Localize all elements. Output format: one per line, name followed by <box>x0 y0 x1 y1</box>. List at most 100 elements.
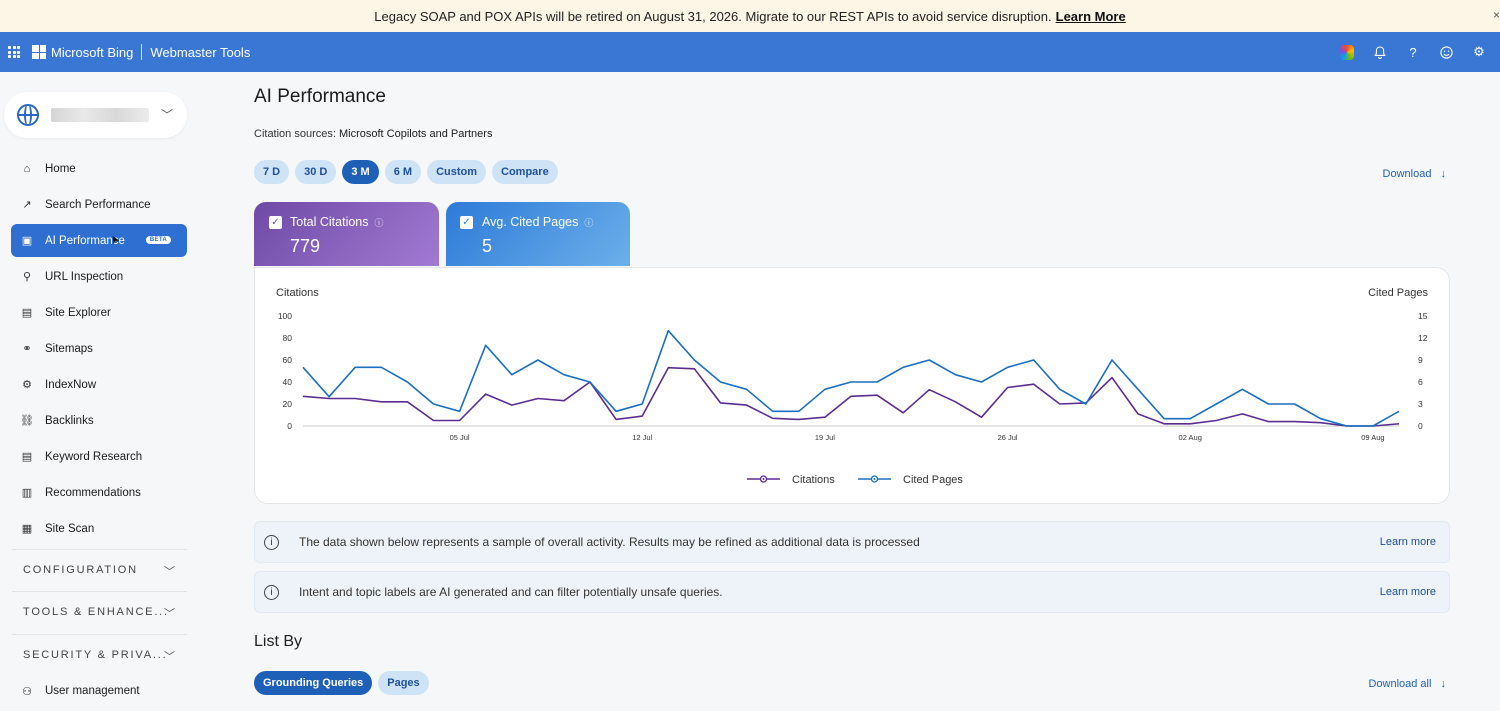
info-icon[interactable]: ⓘ <box>584 218 594 228</box>
line-chart[interactable]: 0 20 40 60 80 100 0 3 6 9 12 15 05 Jul 12 Jul 19 Jul 26… <box>255 268 1449 503</box>
info-icon[interactable]: ⓘ <box>374 218 384 228</box>
retirement-banner: Legacy SOAP and POX APIs will be retired… <box>0 0 1500 32</box>
y2-tick-label: 3 <box>1418 399 1423 409</box>
link-icon: ⛓ <box>20 415 34 427</box>
copilot-icon[interactable] <box>1340 44 1354 60</box>
y-tick-label: 0 <box>287 421 292 431</box>
notice-text: Intent and topic labels are AI generated… <box>299 585 723 599</box>
list-by-heading: List By <box>254 633 303 650</box>
y2-tick-label: 15 <box>1418 311 1428 321</box>
sidebar-item-label: Keyword Research <box>45 450 143 463</box>
y2-tick-label: 0 <box>1418 421 1423 431</box>
sidebar-item-label: Sitemaps <box>45 342 93 355</box>
sidebar-item-label: Site Scan <box>45 522 95 535</box>
series-line-citations[interactable] <box>302 366 1400 427</box>
help-icon[interactable]: ? <box>1409 44 1417 60</box>
sidebar-item-label: Search Performance <box>45 198 151 211</box>
x-tick-label: 05 Jul <box>450 433 470 442</box>
range-custom[interactable]: Custom <box>427 160 487 184</box>
sidebar-item-indexnow[interactable]: ⚙ IndexNow <box>11 368 187 401</box>
chart-card: Citations Cited Pages 0 20 40 60 80 100 0 3 6 9 12… <box>254 267 1450 504</box>
banner-close-icon[interactable]: × <box>1492 8 1500 22</box>
learn-more-link[interactable]: Learn more <box>1379 536 1436 548</box>
user-icon: ⚇ <box>22 685 32 698</box>
range-7-d[interactable]: 7 D <box>254 160 290 184</box>
kpi-value: 779 <box>290 236 321 256</box>
y-tick-label: 60 <box>283 355 293 365</box>
sidebar-item-site-explorer[interactable]: ▤ Site Explorer <box>11 296 187 329</box>
scan-icon: ▦ <box>21 523 33 535</box>
range-6-m[interactable]: 6 M <box>384 160 422 184</box>
sidebar-item-url-inspection[interactable]: ⚲ URL Inspection <box>11 260 187 293</box>
y-tick-label: 80 <box>283 333 293 343</box>
section-security-privacy[interactable]: SECURITY & PRIVA... ﹀ <box>12 634 187 675</box>
sidebar-item-home[interactable]: ⌂ Home <box>11 152 187 185</box>
section-configuration[interactable]: CONFIGURATION ﹀ <box>12 549 187 590</box>
chevron-down-icon[interactable]: ﹀ <box>164 651 175 663</box>
legend-label[interactable]: Cited Pages <box>903 474 963 486</box>
chevron-down-icon[interactable]: ﹀ <box>164 566 175 578</box>
sitemap-icon: ⚭ <box>22 343 32 355</box>
checkbox-checked-icon[interactable]: ✓ <box>269 216 282 229</box>
sidebar-item-backlinks[interactable]: ⛓ Backlinks <box>11 404 187 437</box>
sidebar-item-recommendations[interactable]: ▥ Recommendations <box>11 476 187 509</box>
sidebar-item-keyword-research[interactable]: ▤ Keyword Research <box>11 440 187 473</box>
chevron-down-icon[interactable]: ﹀ <box>164 608 175 620</box>
learn-more-link[interactable]: Learn more <box>1379 586 1436 598</box>
range-3-m[interactable]: 3 M <box>342 160 379 184</box>
brand-name[interactable]: Microsoft Bing <box>51 44 134 60</box>
banner-learn-more-link[interactable]: Learn More <box>1055 8 1126 24</box>
x-tick-label: 09 Aug <box>1361 433 1384 442</box>
x-tick-label: 02 Aug <box>1179 433 1202 442</box>
download-all-button[interactable]: Download all ↓ <box>1368 678 1446 690</box>
section-label: CONFIGURATION <box>23 564 138 576</box>
product-name[interactable]: Webmaster Tools <box>150 44 251 60</box>
app-launcher-icon[interactable] <box>8 46 20 58</box>
checkbox-checked-icon[interactable]: ✓ <box>460 216 473 229</box>
section-label: SECURITY & PRIVA... <box>23 649 168 661</box>
gear-icon[interactable]: ⚙ <box>1473 44 1485 59</box>
sidebar-item-search-performance[interactable]: ↗ Search Performance <box>11 188 187 221</box>
kpi-avg-cited-pages[interactable]: ✓ Avg. Cited Pages ⓘ 5 <box>446 202 630 266</box>
site-picker[interactable]: ﹀ <box>4 92 187 138</box>
citation-sources: Citation sources: Microsoft Copilots and… <box>254 128 492 140</box>
legend-label[interactable]: Citations <box>792 474 835 486</box>
y-tick-label: 100 <box>278 311 292 321</box>
home-icon: ⌂ <box>23 162 31 175</box>
y2-tick-label: 6 <box>1418 377 1423 387</box>
sidebar-item-label: Recommendations <box>45 486 141 499</box>
list-by-tabs: Grounding Queries Pages <box>254 671 429 695</box>
download-all-label: Download all <box>1368 678 1432 690</box>
sidebar-item-label: User management <box>45 685 140 697</box>
range-compare[interactable]: Compare <box>492 160 558 184</box>
top-bar: Microsoft Bing Webmaster Tools ? ⚙ <box>0 32 1500 72</box>
y2-tick-label: 12 <box>1418 333 1428 343</box>
feedback-smiley-icon[interactable] <box>1439 45 1453 59</box>
download-label: Download <box>1382 168 1432 180</box>
sidebar-item-user-management[interactable]: ⚇ User management <box>11 679 140 703</box>
sidebar-item-sitemaps[interactable]: ⚭ Sitemaps <box>11 332 187 365</box>
sidebar-item-site-scan[interactable]: ▦ Site Scan <box>11 512 187 545</box>
download-button[interactable]: Download ↓ <box>1383 168 1446 180</box>
legend-marker-dot <box>873 478 876 480</box>
sidebar-item-label: Backlinks <box>45 414 94 427</box>
section-label: TOOLS & ENHANCE... <box>23 606 169 618</box>
site-url-redacted <box>51 108 149 122</box>
ai-labels-notice: i Intent and topic labels are AI generat… <box>254 571 1450 613</box>
sidebar: ﹀ ⌂ Home ↗ Search Performance ▣ AI Performanc… <box>0 72 200 711</box>
tab-grounding-queries[interactable]: Grounding Queries <box>254 671 373 695</box>
sidebar-item-label: AI Performance <box>45 234 125 247</box>
sidebar-item-ai-performance[interactable]: ▣ AI Performance BETA ➤ <box>11 224 187 257</box>
header-divider <box>141 44 143 60</box>
bell-icon[interactable] <box>1373 45 1387 59</box>
sidebar-item-label: URL Inspection <box>45 270 124 283</box>
globe-icon <box>17 104 39 126</box>
series-line-cited-pages[interactable] <box>302 329 1400 427</box>
page-title: AI Performance <box>254 86 386 107</box>
chevron-down-icon[interactable]: ﹀ <box>160 108 173 122</box>
kpi-total-citations[interactable]: ✓ Total Citations ⓘ 779 <box>254 202 439 266</box>
tab-pages[interactable]: Pages <box>378 671 429 695</box>
section-tools-enhancements[interactable]: TOOLS & ENHANCE... ﹀ <box>12 591 187 632</box>
settings-cog-icon: ⚙ <box>22 379 32 391</box>
range-30-d[interactable]: 30 D <box>295 160 337 184</box>
